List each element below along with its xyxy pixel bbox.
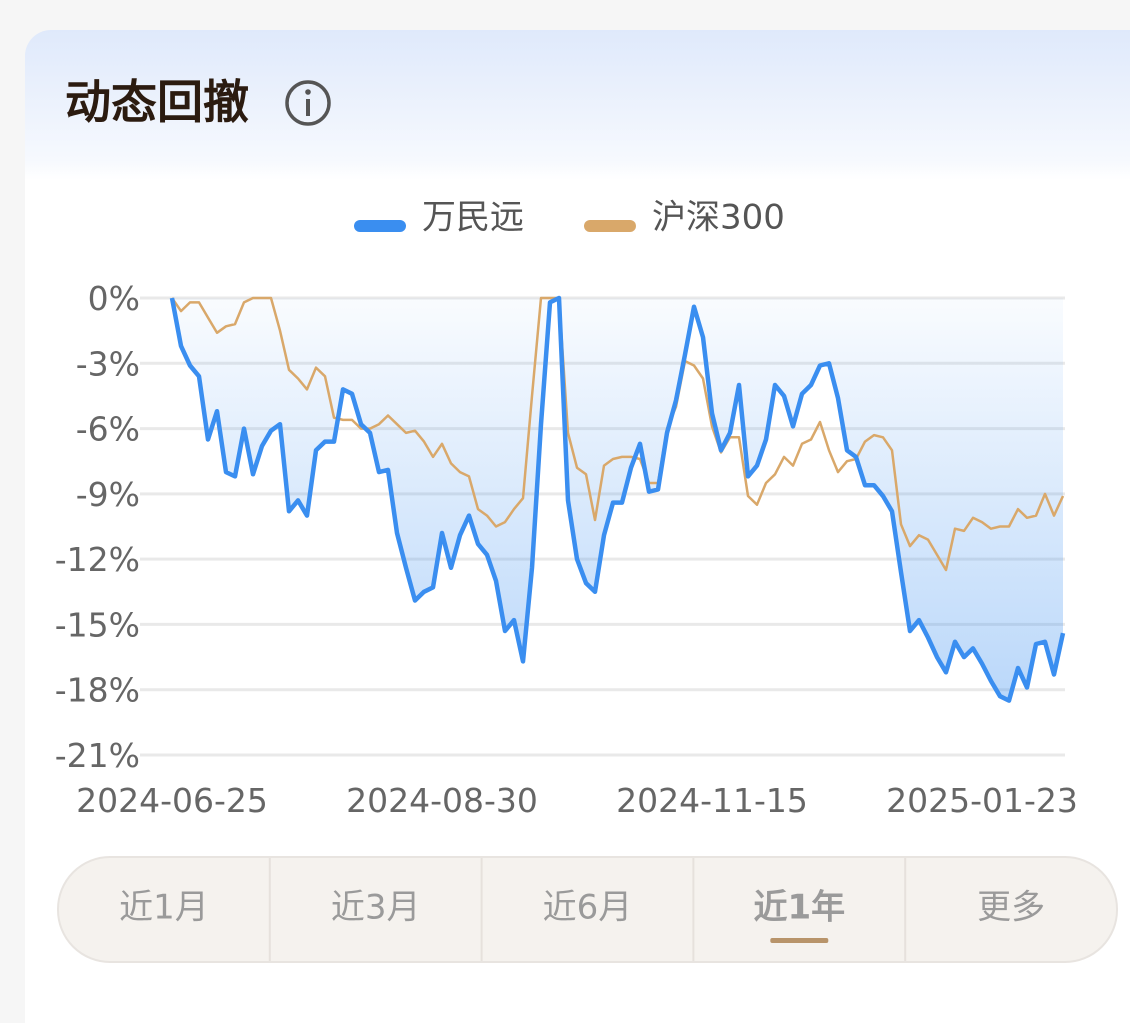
- x-tick-label: 2024-06-25: [76, 781, 268, 820]
- x-tick-label: 2024-11-15: [616, 781, 808, 820]
- line: [170, 296, 1065, 572]
- tab[interactable]: 近1月: [119, 888, 209, 928]
- y-tick-label: -6%: [76, 410, 140, 449]
- tab[interactable]: 近6月: [543, 888, 633, 928]
- y-tick-label: -3%: [76, 344, 140, 383]
- tabs: 近1月 近3月 近6月 近1年 更多: [119, 858, 1045, 961]
- x-tick-label: 2025-01-23: [886, 781, 1078, 820]
- page-title: 动态回撤: [65, 75, 249, 129]
- line: [169, 295, 1066, 703]
- tab-bar: [57, 856, 1118, 963]
- tab[interactable]: 更多: [977, 888, 1045, 928]
- tab-underline: [770, 938, 829, 943]
- legend-label: 沪深300: [652, 198, 785, 238]
- y-tick-label: -18%: [55, 671, 140, 710]
- tab[interactable]: 近3月: [331, 888, 421, 928]
- chart: 0% -3% -6% -9% -12% -15% -18% -21% 2024-06-25 202…: [55, 198, 1078, 821]
- info-icon[interactable]: [285, 80, 331, 126]
- legend-label: 万民远: [422, 198, 524, 238]
- x-tick-label: 2024-08-30: [346, 781, 538, 820]
- y-tick-label: -12%: [55, 540, 140, 579]
- y-tick-label: -9%: [76, 475, 140, 514]
- y-tick-label: -15%: [55, 605, 140, 644]
- y-tick-label: 0%: [88, 279, 140, 318]
- tab[interactable]: 近1年: [753, 888, 845, 928]
- y-tick-label: -21%: [55, 736, 140, 775]
